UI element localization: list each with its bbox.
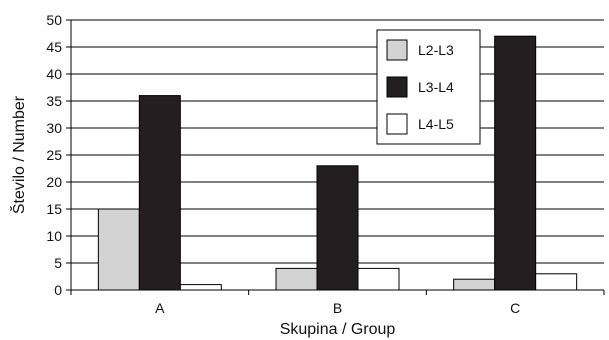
bar-l2-l3-b [275,267,318,291]
bar-l3-l4-a [138,95,181,291]
bar-l3-l4-c [494,35,537,291]
bar-l4-l5-b [357,267,400,291]
y-tick-label: 5 [54,255,62,271]
bar-l2-l3-a [97,208,140,291]
y-tick-label: 10 [46,228,62,244]
y-tick-label: 50 [46,12,62,28]
bar-l2-l3-c [453,278,496,291]
legend-label-l2-l3: L2-L3 [418,42,454,58]
y-tick-label: 35 [46,93,62,109]
y-axis-ticks: 0 5 10 15 20 25 30 35 40 45 50 [46,12,71,298]
y-tick-label: 40 [46,66,62,82]
y-tick-label: 30 [46,120,62,136]
bar-l3-l4-b [316,165,359,291]
legend-swatch-l2-l3 [386,39,408,61]
bars [97,35,578,291]
y-tick-label: 15 [46,201,62,217]
y-tick-label: 20 [46,174,62,190]
legend: L2-L3 L3-L4 L4-L5 [376,29,481,145]
bar-l4-l5-c [535,273,578,291]
y-tick-label: 0 [54,282,62,298]
legend-label-l3-l4: L3-L4 [418,79,454,95]
x-axis-ticks: A B C [70,290,605,316]
x-tick-label: C [510,300,520,316]
x-axis-title: Skupina / Group [280,321,396,338]
x-tick-label: B [333,300,342,316]
y-tick-label: 25 [46,147,62,163]
x-tick-label: A [155,300,165,316]
y-axis-title: Število / Number [9,95,28,214]
legend-swatch-l4-l5 [386,113,408,135]
bar-l4-l5-a [179,284,222,291]
legend-swatch-l3-l4 [386,76,408,98]
y-tick-label: 45 [46,39,62,55]
legend-label-l4-l5: L4-L5 [418,116,454,132]
